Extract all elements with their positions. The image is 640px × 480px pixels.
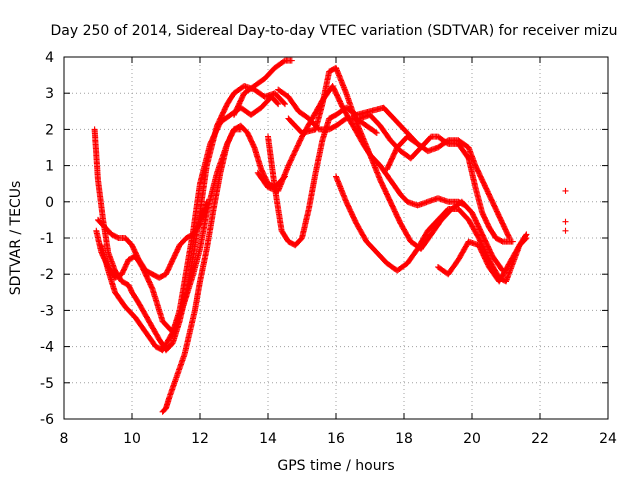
x-tick-label: 16	[327, 431, 345, 447]
data-point	[294, 142, 301, 149]
y-tick-labels: -6 -5 -4 -3 -2 -1 0 1 2 3 4	[40, 50, 54, 428]
y-tick-label: -5	[40, 376, 54, 392]
data-point	[372, 129, 379, 136]
data-point	[277, 182, 284, 189]
data-marks	[91, 57, 569, 415]
x-tick-label: 20	[463, 431, 481, 447]
data-point	[562, 187, 569, 194]
series-trace-3	[95, 198, 210, 281]
series-trace-1	[91, 83, 288, 354]
series-trace-12	[435, 231, 530, 285]
series-trace-15	[562, 187, 569, 194]
data-point	[274, 100, 281, 107]
y-tick-label: 0	[45, 195, 54, 211]
series-trace-17	[562, 227, 569, 234]
series-trace-4	[98, 126, 244, 354]
data-point	[562, 227, 569, 234]
data-point	[505, 233, 512, 240]
y-tick-label: -1	[40, 231, 54, 247]
y-tick-label: 3	[45, 86, 54, 102]
y-tick-label: 2	[45, 122, 54, 138]
series-trace-14	[275, 86, 380, 136]
y-tick-label: -2	[40, 267, 54, 283]
data-point	[506, 235, 513, 241]
x-tick-label: 24	[599, 431, 617, 447]
x-tick-label: 10	[123, 431, 141, 447]
series-trace-8	[285, 64, 506, 274]
y-tick-label: 1	[45, 159, 54, 175]
data-point	[281, 100, 288, 107]
series-trace-16	[562, 218, 569, 225]
y-tick-label: -6	[40, 412, 54, 428]
data-point	[373, 130, 380, 136]
data-point	[335, 69, 341, 76]
data-point	[523, 231, 530, 238]
series-trace-13	[231, 57, 295, 118]
y-tick-label: -3	[40, 303, 54, 319]
series-trace-11	[384, 133, 513, 241]
series-trace-9	[333, 173, 530, 285]
data-point	[335, 178, 341, 185]
data-point	[282, 101, 288, 108]
y-axis-title: SDTVAR / TECUs	[8, 181, 24, 296]
chart-title: Day 250 of 2014, Sidereal Day-to-day VTE…	[51, 23, 618, 39]
data-point	[509, 238, 516, 245]
data-point	[522, 232, 529, 239]
x-tick-labels: 8 10 12 14 16 18 20 22 24	[60, 431, 617, 447]
tick-marks	[63, 56, 609, 420]
x-tick-label: 12	[191, 431, 209, 447]
x-tick-label: 14	[259, 431, 277, 447]
x-tick-label: 8	[60, 431, 69, 447]
data-point	[288, 57, 295, 64]
data-point	[297, 136, 304, 143]
y-tick-label: 4	[45, 50, 54, 66]
series-trace-10	[356, 111, 516, 245]
data-point	[290, 151, 297, 158]
x-tick-label: 22	[531, 431, 549, 447]
x-tick-label: 18	[395, 431, 413, 447]
x-axis-title: GPS time / hours	[277, 458, 394, 474]
data-point	[275, 101, 282, 108]
data-point	[562, 218, 569, 225]
data-point	[287, 157, 294, 164]
y-tick-label: -4	[40, 340, 54, 356]
